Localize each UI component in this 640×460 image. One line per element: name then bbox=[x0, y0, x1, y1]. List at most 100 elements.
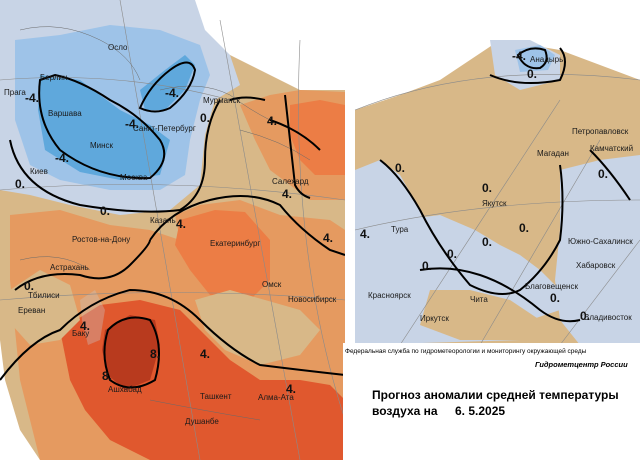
city-berlin: Берлин bbox=[40, 73, 67, 82]
panel-divider bbox=[345, 0, 355, 460]
cold-dark-zone-northeast bbox=[140, 55, 195, 110]
east-iso-label-zero-3: 0. bbox=[482, 235, 492, 249]
isoline-minus4-northeast bbox=[138, 61, 197, 113]
east-isoline-zero-north bbox=[489, 47, 566, 84]
iso-label-4-salekhard: 4. bbox=[282, 187, 292, 201]
city-salekhard: Салехард bbox=[272, 177, 309, 186]
city-praga: Прага bbox=[4, 88, 26, 97]
very-hot-zone-turkmenistan bbox=[102, 315, 160, 390]
east-iso-label-zero-2: 0. bbox=[482, 181, 492, 195]
map-title-line1: Прогноз аномалии средней температуры bbox=[372, 388, 619, 402]
east-iso-label-zero-8: 0. bbox=[598, 167, 608, 181]
iso-label-8-east: 8. bbox=[150, 347, 160, 361]
city-anadyr: Анадырь bbox=[530, 55, 563, 64]
iso-label-m4-spb: -4. bbox=[125, 117, 139, 131]
east-isolines bbox=[379, 47, 631, 323]
legend-panel bbox=[343, 343, 640, 460]
east-iso-label-zero-1: 0. bbox=[395, 161, 405, 175]
iso-label-zero-south: 0. bbox=[100, 204, 110, 218]
east-isoline-m4 bbox=[516, 47, 548, 70]
east-cities: Анадырь Петропавловск Камчатский Магадан… bbox=[368, 55, 633, 323]
east-isoline-zero-main bbox=[379, 159, 564, 295]
city-tura: Тура bbox=[391, 225, 409, 234]
caspian-sea bbox=[80, 290, 105, 345]
agency-name: Федеральная служба по гидрометеорологии … bbox=[345, 348, 587, 355]
isoline-4-north bbox=[284, 94, 311, 199]
isoline-4-caucasus bbox=[14, 239, 151, 291]
city-vladivostok: Владивосток bbox=[584, 313, 632, 322]
city-erevan: Ереван bbox=[18, 306, 45, 315]
city-ashkhabad: Ашхабад bbox=[108, 385, 142, 394]
east-iso-label-zero-4: 0. bbox=[447, 247, 457, 261]
iso-label-4-baku: 4. bbox=[80, 319, 90, 333]
city-murmansk: Мурманск bbox=[203, 96, 240, 105]
center-name: Гидрометцентр России bbox=[535, 360, 628, 369]
city-astrakhan: Астрахань bbox=[50, 263, 89, 272]
east-iso-label-zero-6: 0. bbox=[519, 221, 529, 235]
city-alma-ata: Алма-Ата bbox=[258, 393, 294, 402]
west-outside-area bbox=[190, 0, 345, 90]
iso-label-4-east: 4. bbox=[323, 231, 333, 245]
city-kamchatsky: Камчатский bbox=[590, 144, 633, 153]
map-title-line2: воздуха на bbox=[372, 404, 438, 418]
city-oslo: Осло bbox=[108, 43, 128, 52]
city-novosibirsk: Новосибирск bbox=[288, 295, 337, 304]
east-map-panel: -4. 0. 0. 0. 0. 0. 0. 0. 0. 0. 0. 4. Ана… bbox=[354, 0, 640, 346]
iso-label-m4-moscow-north: -4. bbox=[165, 86, 179, 100]
isoline-4-ural bbox=[149, 195, 346, 256]
west-cities: Осло Берлин Прага Варшава Минск Киев Мос… bbox=[4, 43, 337, 426]
city-rostov: Ростов-на-Дону bbox=[72, 235, 130, 244]
iso-label-4-alma: 4. bbox=[286, 382, 296, 396]
isoline-8 bbox=[103, 316, 160, 389]
iso-label-4-kazan: 4. bbox=[176, 217, 186, 231]
west-isoline-labels: -4. -4. -4. -4. 0. 0. 0. 0. 4. 4. 4. 4. … bbox=[15, 86, 333, 396]
city-omsk: Омск bbox=[262, 280, 282, 289]
iso-label-8-south: 8. bbox=[102, 369, 112, 383]
iso-label-m4-praga: -4. bbox=[25, 91, 39, 105]
hotter-zone-ural bbox=[175, 210, 270, 300]
east-isoline-zero-east bbox=[589, 149, 631, 201]
city-tashkent: Ташкент bbox=[200, 392, 232, 401]
city-khabarovsk: Хабаровск bbox=[576, 261, 616, 270]
iso-label-m4-kiev: -4. bbox=[55, 151, 69, 165]
city-tbilisi: Тбилиси bbox=[28, 291, 60, 300]
forecast-date: 6. 5.2025 bbox=[455, 404, 506, 418]
east-cold-zone-south bbox=[400, 215, 560, 320]
iso-label-4-central: 4. bbox=[200, 347, 210, 361]
east-neutral-patch bbox=[420, 290, 540, 340]
east-iso-label-4: 4. bbox=[360, 227, 370, 241]
city-baku: Баку bbox=[72, 329, 89, 338]
city-irkutsk: Иркутск bbox=[420, 314, 449, 323]
east-graticule bbox=[354, 73, 640, 346]
east-outside-area bbox=[355, 0, 640, 110]
cold-dark-zone-west bbox=[38, 75, 170, 180]
city-spb: Санкт-Петербург bbox=[133, 124, 196, 133]
city-ekaterinburg: Екатеринбург bbox=[210, 239, 260, 248]
west-map-panel: -4. -4. -4. -4. 0. 0. 0. 0. 4. 4. 4. 4. … bbox=[0, 0, 346, 460]
city-yakutsk: Якутск bbox=[482, 199, 507, 208]
east-iso-label-zero-5: 0. bbox=[422, 259, 432, 273]
neutral-patch-volga bbox=[195, 290, 320, 365]
city-blagoveshchensk: Благовещенск bbox=[525, 282, 578, 291]
iso-label-zero-caucasus: 0. bbox=[24, 279, 34, 293]
city-yuzhno: Южно-Сахалинск bbox=[568, 237, 633, 246]
iso-label-zero-west: 0. bbox=[15, 177, 25, 191]
west-graticule bbox=[0, 0, 346, 460]
city-dushanbe: Душанбе bbox=[185, 417, 219, 426]
east-iso-label-zero-9: 0. bbox=[550, 291, 560, 305]
city-petropavlovsk: Петропавловск bbox=[572, 127, 629, 136]
east-isoline-zero-south bbox=[419, 267, 581, 323]
isoline-minus4-west bbox=[38, 73, 166, 180]
east-iso-label-m4: -4. bbox=[512, 49, 526, 63]
east-iso-label-zero-10: 0. bbox=[580, 309, 590, 323]
city-kiev: Киев bbox=[30, 167, 48, 176]
east-cold-zone-east bbox=[555, 155, 640, 345]
city-krasnoyarsk: Красноярск bbox=[368, 291, 411, 300]
isoline-4-south bbox=[0, 288, 346, 381]
east-isoline-labels: -4. 0. 0. 0. 0. 0. 0. 0. 0. 0. 0. 4. bbox=[360, 49, 608, 323]
city-chita: Чита bbox=[470, 295, 488, 304]
east-iso-label-zero-7: 0. bbox=[527, 67, 537, 81]
isoline-zero-north bbox=[9, 99, 221, 213]
isoline-zero-east bbox=[229, 96, 266, 101]
